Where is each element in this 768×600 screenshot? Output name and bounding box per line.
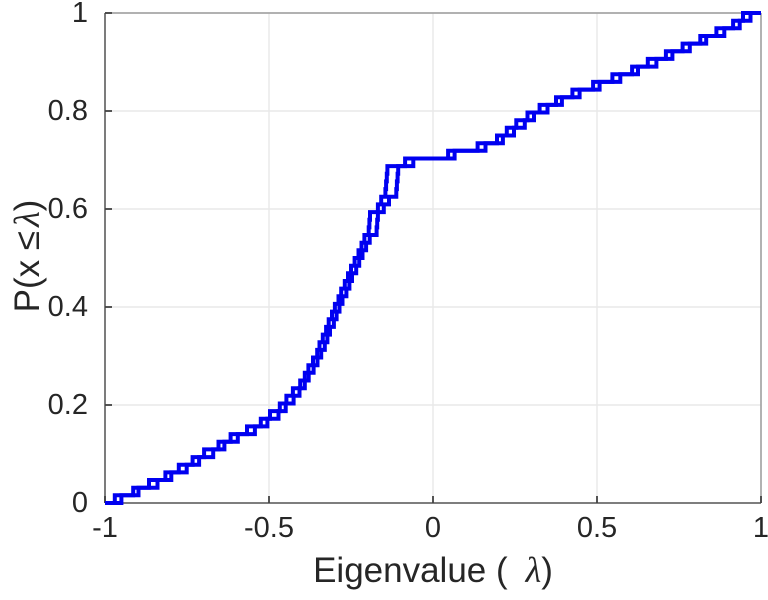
y-axis-label: P(x ≤ λ) bbox=[6, 200, 48, 313]
ecdf-curves bbox=[105, 11, 761, 505]
y-axis-label-suffix: ) bbox=[8, 199, 47, 212]
x-tick-label: 0 bbox=[424, 512, 442, 544]
ecdf-curve-1 bbox=[105, 11, 761, 505]
x-tick-label: 1 bbox=[752, 512, 768, 544]
y-tick-label: 0.8 bbox=[47, 95, 88, 127]
x-tick-label: -0.5 bbox=[244, 512, 294, 544]
y-tick-label: 0.2 bbox=[47, 389, 88, 421]
y-axis-label-text: P(x ≤ bbox=[8, 230, 47, 313]
y-tick-label: 0.4 bbox=[47, 291, 88, 323]
x-tick-label: 0.5 bbox=[576, 512, 618, 544]
lambda-symbol: λ bbox=[525, 550, 542, 590]
x-axis-label: Eigenvalue ( λ) bbox=[105, 549, 761, 591]
x-axis-label-suffix: ) bbox=[541, 551, 553, 590]
y-tick-label: 0 bbox=[71, 487, 88, 519]
y-tick-label: 0.6 bbox=[47, 193, 88, 225]
x-axis-label-text: Eigenvalue ( bbox=[313, 551, 508, 590]
x-tick-label: -1 bbox=[92, 512, 118, 544]
y-tick-label: 1 bbox=[71, 0, 88, 29]
ecdf-curve-2 bbox=[105, 11, 761, 505]
grid-lines bbox=[104, 12, 762, 504]
lambda-symbol: λ bbox=[7, 211, 47, 227]
